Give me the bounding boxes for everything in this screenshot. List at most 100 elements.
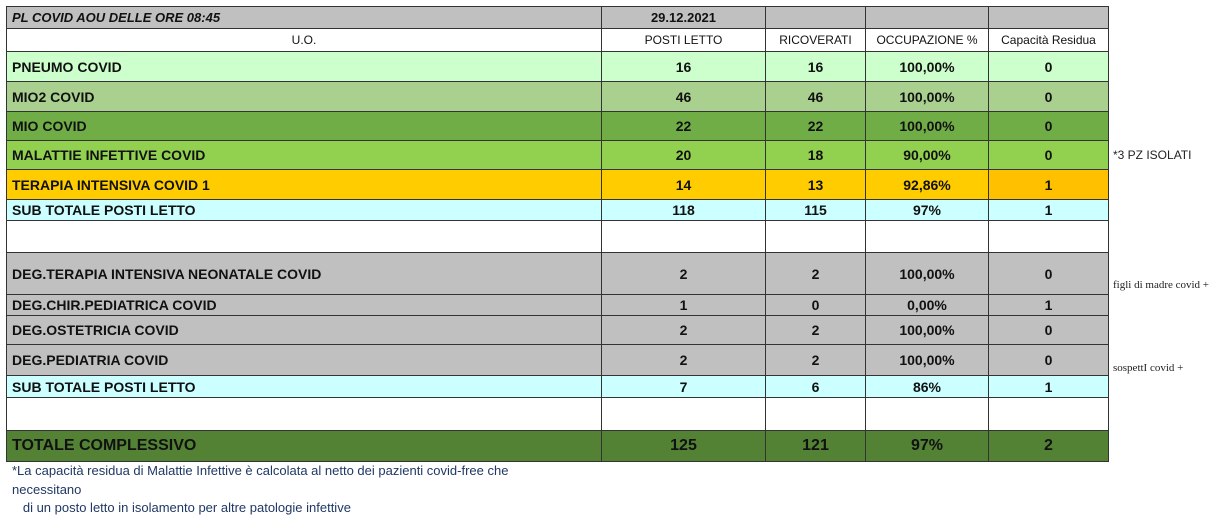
cell-occ: 0,00% bbox=[865, 294, 989, 316]
cell-occ: 100,00% bbox=[865, 111, 989, 141]
cell-posti: 20 bbox=[601, 140, 766, 170]
footer-line-2: necessitano bbox=[12, 482, 82, 497]
cell-uo: DEG.CHIR.PEDIATRICA COVID bbox=[6, 294, 602, 316]
cell-uo: DEG.PEDIATRIA COVID bbox=[6, 344, 602, 376]
cell-occ: 90,00% bbox=[865, 140, 989, 170]
footer-line-3: di un posto letto in isolamento per altr… bbox=[12, 500, 351, 515]
cell-ricoverati: 46 bbox=[765, 81, 866, 112]
cell-uo: TOTALE COMPLESSIVO bbox=[6, 430, 602, 462]
cell-posti: 2 bbox=[601, 344, 766, 376]
cell-posti bbox=[601, 220, 766, 253]
table-row: PNEUMO COVID 16 16 100,00% 0 bbox=[6, 51, 1109, 82]
cell-ricoverati: 6 bbox=[765, 375, 866, 398]
table-row: DEG.PEDIATRIA COVID 2 2 100,00% 0 bbox=[6, 344, 1109, 376]
table-row: DEG.OSTETRICIA COVID 2 2 100,00% 0 bbox=[6, 315, 1109, 345]
cell-cap: 1 bbox=[988, 169, 1109, 200]
cell-ricoverati: 2 bbox=[765, 344, 866, 376]
table-row: MIO2 COVID 46 46 100,00% 0 bbox=[6, 81, 1109, 112]
cell-ricoverati bbox=[765, 397, 866, 431]
cell-occ bbox=[865, 220, 989, 253]
header-posti: POSTI LETTO bbox=[601, 28, 766, 52]
cell-posti: 7 bbox=[601, 375, 766, 398]
cell-posti: 14 bbox=[601, 169, 766, 200]
cell-cap: 1 bbox=[988, 375, 1109, 398]
cell-ricoverati: 16 bbox=[765, 51, 866, 82]
cell-posti: 2 bbox=[601, 315, 766, 345]
cell-uo: TERAPIA INTENSIVA COVID 1 bbox=[6, 169, 602, 200]
cell-cap: 0 bbox=[988, 344, 1109, 376]
empty-row bbox=[6, 397, 1109, 431]
header-row: U.O. POSTI LETTO RICOVERATI OCCUPAZIONE … bbox=[6, 28, 1109, 52]
title-row: PL COVID AOU DELLE ORE 08:45 29.12.2021 bbox=[6, 6, 1109, 29]
cell-posti bbox=[601, 397, 766, 431]
cell-uo: DEG.OSTETRICIA COVID bbox=[6, 315, 602, 345]
header-capacita: Capacità Residua bbox=[988, 28, 1109, 52]
cell-uo bbox=[6, 220, 602, 253]
cell-cap bbox=[988, 397, 1109, 431]
note-sospetti: sospettI covid + bbox=[1113, 362, 1184, 374]
cell-occ: 97% bbox=[865, 430, 989, 462]
cell-ricoverati: 2 bbox=[765, 315, 866, 345]
cell-uo: MALATTIE INFETTIVE COVID bbox=[6, 140, 602, 170]
cell-occ: 100,00% bbox=[865, 51, 989, 82]
cell-uo: DEG.TERAPIA INTENSIVA NEONATALE COVID bbox=[6, 252, 602, 295]
cell-ricoverati: 115 bbox=[765, 199, 866, 221]
cell-ricoverati: 13 bbox=[765, 169, 866, 200]
cell-cap: 0 bbox=[988, 81, 1109, 112]
table-row: DEG.TERAPIA INTENSIVA NEONATALE COVID 2 2 1… bbox=[6, 252, 1109, 295]
cell-occ: 100,00% bbox=[865, 315, 989, 345]
cell-cap: 1 bbox=[988, 294, 1109, 316]
cell-cap: 0 bbox=[988, 252, 1109, 295]
footer-line-1: *La capacità residua di Malattie Infetti… bbox=[12, 463, 509, 478]
cell-cap bbox=[988, 220, 1109, 253]
header-occupazione: OCCUPAZIONE % bbox=[865, 28, 989, 52]
note-isolati: *3 PZ ISOLATI bbox=[1113, 148, 1192, 162]
cell-posti: 16 bbox=[601, 51, 766, 82]
cell-uo: SUB TOTALE POSTI LETTO bbox=[6, 375, 602, 398]
cell-cap: 0 bbox=[988, 51, 1109, 82]
subtotal-row: SUB TOTALE POSTI LETTO 7 6 86% 1 bbox=[6, 375, 1109, 398]
note-figli: figli di madre covid + bbox=[1113, 279, 1210, 291]
subtotal-row: SUB TOTALE POSTI LETTO 118 115 97% 1 bbox=[6, 199, 1109, 221]
report-date: 29.12.2021 bbox=[601, 6, 766, 29]
table-row: MALATTIE INFETTIVE COVID 20 18 90,00% 0 bbox=[6, 140, 1109, 170]
table-row: MIO COVID 22 22 100,00% 0 bbox=[6, 111, 1109, 141]
cell-occ: 100,00% bbox=[865, 252, 989, 295]
cell-posti: 2 bbox=[601, 252, 766, 295]
cell-occ: 86% bbox=[865, 375, 989, 398]
cell-cap: 0 bbox=[988, 315, 1109, 345]
cell-occ: 100,00% bbox=[865, 344, 989, 376]
cell-cap: 0 bbox=[988, 140, 1109, 170]
cell-ricoverati: 121 bbox=[765, 430, 866, 462]
covid-beds-table: PL COVID AOU DELLE ORE 08:45 29.12.2021 … bbox=[6, 6, 1109, 462]
cell-ricoverati: 2 bbox=[765, 252, 866, 295]
cell-ricoverati: 22 bbox=[765, 111, 866, 141]
cell-ricoverati: 18 bbox=[765, 140, 866, 170]
total-row: TOTALE COMPLESSIVO 125 121 97% 2 bbox=[6, 430, 1109, 462]
cell-uo: MIO2 COVID bbox=[6, 81, 602, 112]
cell-posti: 46 bbox=[601, 81, 766, 112]
cell-ricoverati bbox=[765, 220, 866, 253]
cell-posti: 125 bbox=[601, 430, 766, 462]
cell-occ: 100,00% bbox=[865, 81, 989, 112]
empty-row bbox=[6, 220, 1109, 253]
cell-occ: 97% bbox=[865, 199, 989, 221]
cell-ricoverati: 0 bbox=[765, 294, 866, 316]
header-uo: U.O. bbox=[6, 28, 602, 52]
cell-cap: 0 bbox=[988, 111, 1109, 141]
cell-uo: SUB TOTALE POSTI LETTO bbox=[6, 199, 602, 221]
table-row: DEG.CHIR.PEDIATRICA COVID 1 0 0,00% 1 bbox=[6, 294, 1109, 316]
cell-occ bbox=[865, 397, 989, 431]
table-row: TERAPIA INTENSIVA COVID 1 14 13 92,86% 1 bbox=[6, 169, 1109, 200]
cell-uo bbox=[6, 397, 602, 431]
cell-uo: PNEUMO COVID bbox=[6, 51, 602, 82]
cell-posti: 1 bbox=[601, 294, 766, 316]
cell-occ: 92,86% bbox=[865, 169, 989, 200]
cell-posti: 118 bbox=[601, 199, 766, 221]
report-title: PL COVID AOU DELLE ORE 08:45 bbox=[6, 6, 602, 29]
cell-posti: 22 bbox=[601, 111, 766, 141]
cell-uo: MIO COVID bbox=[6, 111, 602, 141]
cell-cap: 1 bbox=[988, 199, 1109, 221]
cell-cap: 2 bbox=[988, 430, 1109, 462]
header-ricoverati: RICOVERATI bbox=[765, 28, 866, 52]
